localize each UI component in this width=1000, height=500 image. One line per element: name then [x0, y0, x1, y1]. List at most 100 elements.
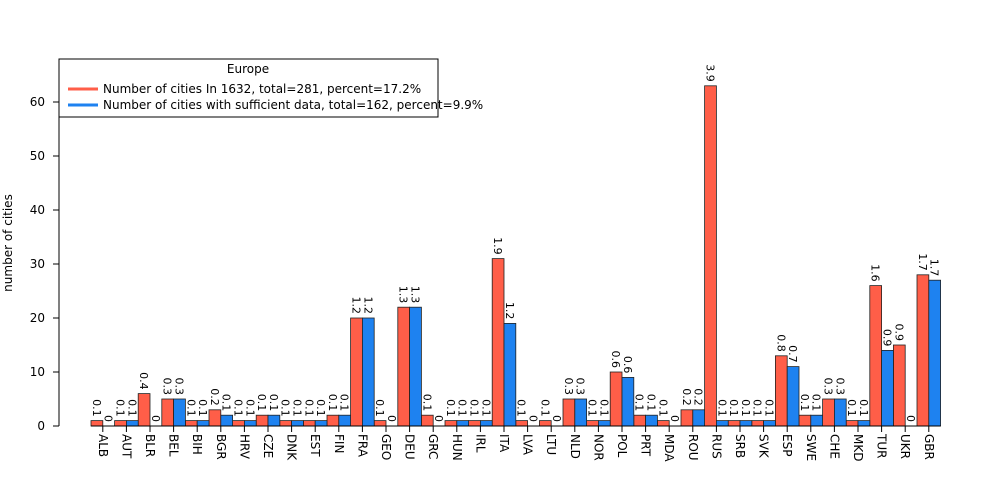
bar-value-label: 0.1 [314, 399, 327, 417]
x-tick-label: SRB [733, 434, 747, 458]
bar [739, 420, 753, 427]
bar-value-label: 0.1 [645, 394, 658, 412]
bar [350, 317, 363, 427]
bar [184, 420, 198, 427]
x-tick-label: LVA [521, 434, 535, 456]
bar-value-label: 0 [668, 415, 681, 422]
bar-value-label: 0.1 [763, 399, 776, 417]
bar-value-label: 0.1 [243, 399, 256, 417]
bar-value-label: 0.3 [161, 378, 174, 396]
x-tick-label: HRV [237, 434, 251, 460]
bar-value-label: 1.2 [350, 297, 363, 315]
bar-value-labels: 0.1 0.10.4 0.30.10.20.1 0.1 0.1 0.1 0.11.20.11… [90, 64, 941, 422]
x-tick-label: PRT [639, 434, 653, 457]
bar [716, 420, 729, 427]
bar-value-label: 0.1 [739, 399, 752, 417]
bar [574, 398, 587, 427]
x-tick-label: MKD [851, 434, 865, 461]
bar-value-label: 0.2 [680, 388, 693, 406]
bar [810, 414, 823, 427]
bar [196, 420, 210, 427]
bar-value-label: 1.7 [928, 259, 941, 277]
bar [220, 414, 234, 427]
bar [515, 420, 528, 427]
bar [409, 306, 422, 427]
bar [397, 306, 410, 427]
x-tick-label: BEL [167, 434, 181, 457]
y-axis: 0 10 20 30 40 50 60 [30, 95, 60, 433]
x-tick-label: FIN [332, 434, 346, 453]
bar-value-label: 0.1 [373, 399, 386, 417]
bar [598, 420, 611, 427]
bar-value-label: 0.8 [774, 334, 787, 352]
bar [361, 317, 375, 427]
x-tick-label: EST [308, 434, 322, 457]
bar-value-label: 0 [102, 415, 115, 422]
bar [645, 414, 658, 427]
bar [704, 85, 717, 427]
bar-value-label: 0.1 [656, 399, 669, 417]
bar-value-label: 0.1 [326, 394, 339, 412]
bar [267, 414, 281, 427]
bar-value-label: 0 [527, 415, 540, 422]
bar [314, 420, 328, 427]
bar [633, 414, 646, 427]
bar [255, 414, 269, 427]
bar-value-label: 0.1 [184, 399, 197, 417]
bar-value-label: 1.7 [916, 253, 929, 271]
bar-value-label: 0.3 [173, 378, 186, 396]
bar-value-label: 0.4 [137, 372, 150, 390]
bar-value-label: 0.3 [574, 378, 587, 396]
x-tick-label: ESP [780, 434, 794, 456]
y-axis-title: number of cities [1, 194, 15, 292]
y-tick-label: 10 [30, 365, 45, 379]
x-tick-label: DEU [403, 434, 417, 460]
bar [479, 420, 493, 427]
bar [751, 420, 764, 427]
y-tick-label: 30 [30, 257, 45, 271]
bar [786, 366, 800, 427]
x-tick-label: MDA [662, 434, 676, 462]
bar-value-label: 0.1 [90, 399, 103, 417]
legend-box [58, 58, 439, 118]
bar-value-label: 0 [550, 415, 563, 422]
bar [420, 414, 434, 427]
x-tick-label: GEO [379, 434, 393, 460]
bar-value-label: 0.1 [255, 394, 268, 412]
bar [373, 420, 387, 427]
bar [503, 322, 517, 427]
bar-value-label: 0 [904, 415, 917, 422]
y-tick-label: 50 [30, 149, 45, 163]
bar-value-label: 0.1 [751, 399, 764, 417]
x-tick-label: GBR [922, 434, 936, 460]
bar-value-label: 3.9 [704, 64, 717, 82]
bar [775, 355, 788, 427]
bar-value-label: 0.1 [125, 399, 138, 417]
bar-value-label: 1.3 [397, 286, 410, 304]
x-tick-label: ALB [96, 434, 110, 457]
bar-value-label: 0.2 [208, 388, 221, 406]
x-tick-label: BLR [143, 434, 157, 457]
bar-value-label: 0.1 [538, 399, 551, 417]
bar [869, 285, 882, 427]
x-tick-label: POL [615, 434, 629, 458]
bar [539, 420, 552, 427]
bar [857, 420, 871, 427]
x-tick-label: IRL [473, 434, 487, 453]
bar [468, 420, 481, 427]
bar [692, 409, 705, 427]
bar-value-label: 0.2 [692, 388, 705, 406]
bar [338, 414, 351, 427]
bar [609, 371, 623, 427]
x-tick-label: BIH [190, 434, 204, 455]
bar [621, 376, 635, 427]
x-tick-label: UKR [898, 434, 912, 459]
bar [763, 420, 776, 427]
bar-value-label: 0.1 [232, 399, 245, 417]
bar-value-label: 0.1 [633, 394, 646, 412]
bar-value-label: 0.3 [562, 378, 575, 396]
bar-value-label: 0.3 [822, 378, 835, 396]
bar-value-label: 0.9 [892, 324, 905, 342]
bar-value-label: 0.3 [833, 378, 846, 396]
x-tick-label: SWE [804, 434, 818, 461]
